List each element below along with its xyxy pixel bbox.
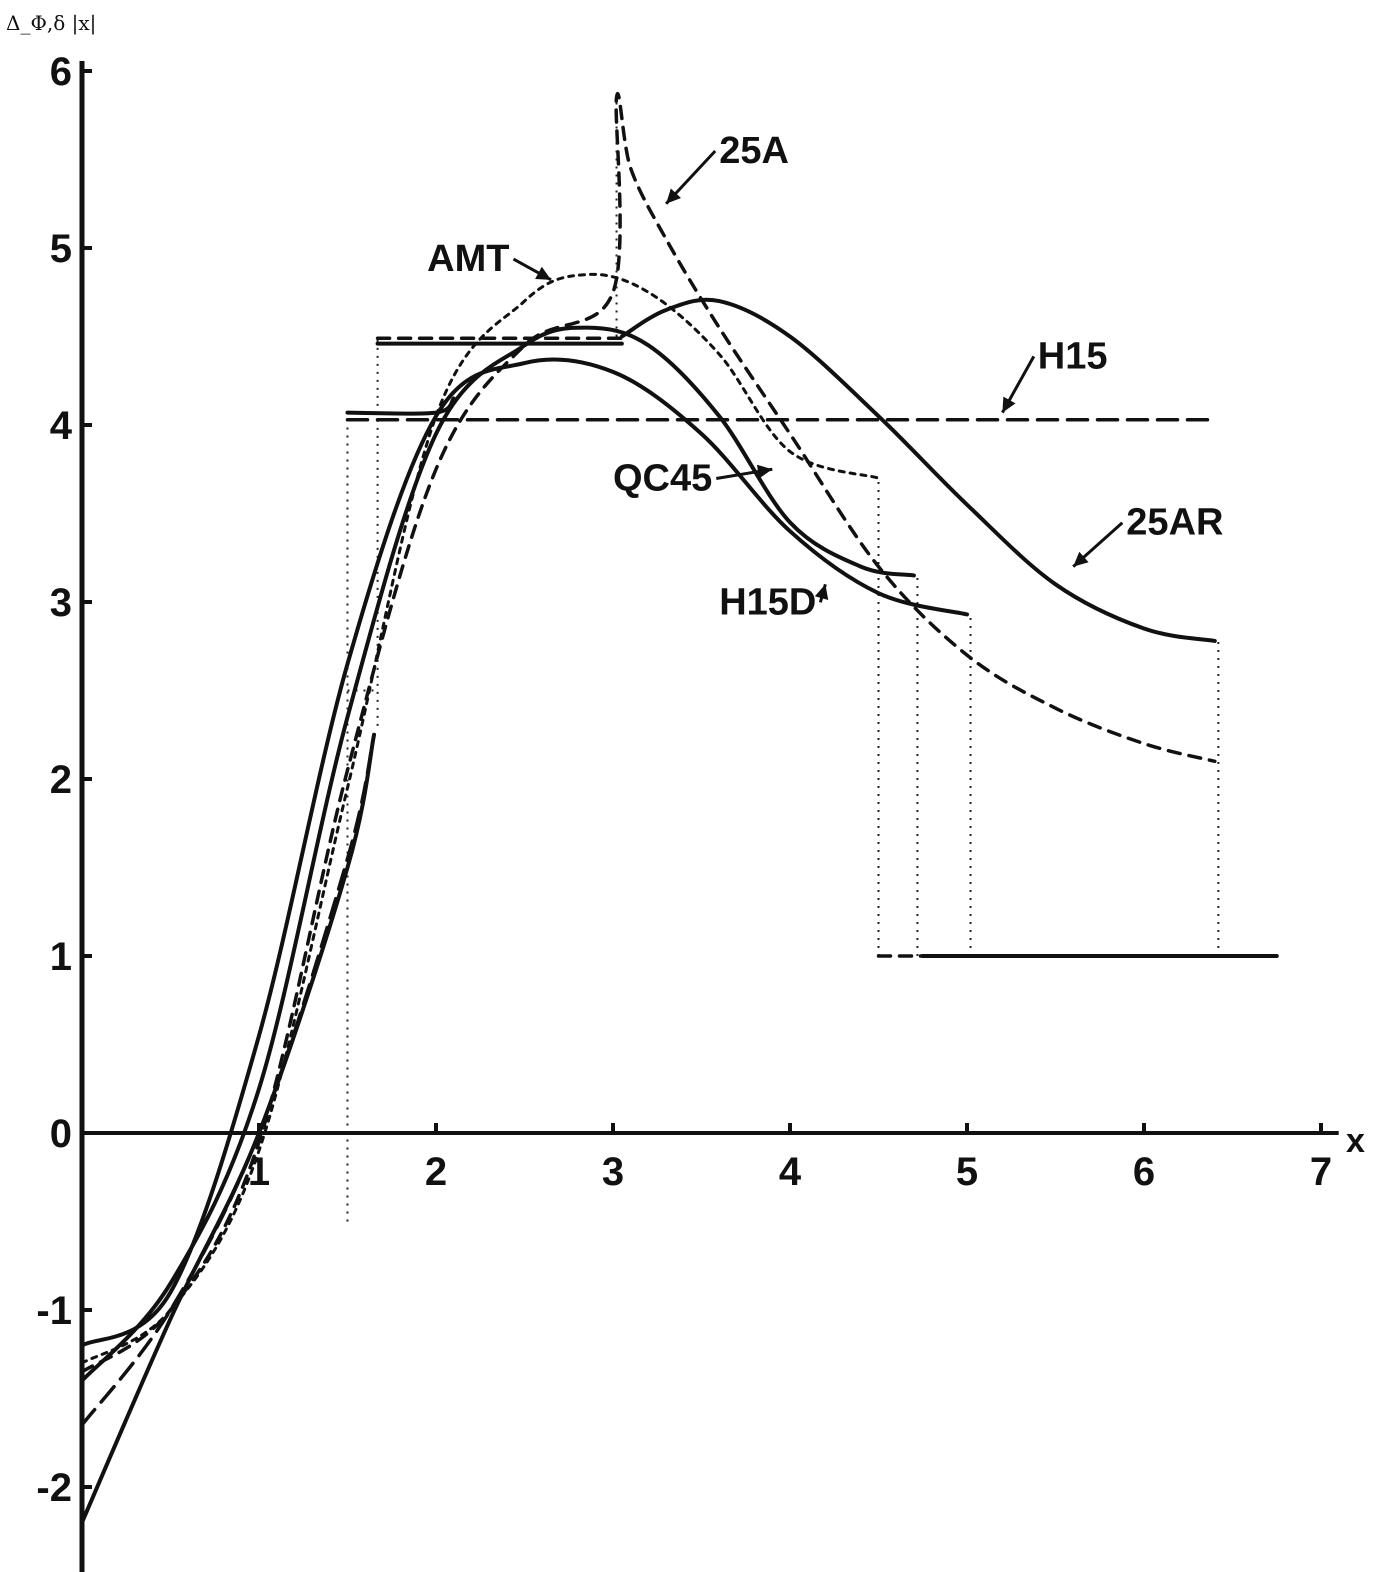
y-tick-label: 3	[50, 581, 72, 625]
arrowhead-qc45	[756, 464, 773, 479]
series-lines	[80, 92, 1279, 1525]
arrowhead-25ar	[1073, 551, 1089, 567]
x-tick-label: 5	[956, 1150, 978, 1194]
y-tick-label: -1	[36, 1289, 72, 1333]
label-h15: H15	[1038, 335, 1108, 377]
x-tick-label: 6	[1133, 1150, 1155, 1194]
x-axis-label: x	[1346, 1122, 1365, 1160]
series-25ar	[80, 732, 377, 1525]
series-h15d	[80, 357, 969, 1348]
dotted-guides	[346, 97, 1220, 1222]
axes: 6 5 4 3 2 1 0 -1 -2 1 2 3 4 5 6 7	[36, 50, 1339, 1572]
y-axis-label: Δ_Φ,δ |x|	[6, 11, 96, 36]
label-qc45: QC45	[613, 457, 712, 499]
x-tick-label: 3	[602, 1150, 624, 1194]
label-25a: 25A	[719, 130, 789, 172]
x-tick-label: 7	[1310, 1150, 1332, 1194]
curve-labels: 25A AMT H15 QC45 25AR H15D	[427, 130, 1223, 623]
y-tick-label: 1	[50, 935, 72, 979]
arrowhead-25a	[666, 188, 682, 204]
label-amt: AMT	[427, 238, 509, 280]
y-tick-label: 2	[50, 758, 72, 802]
series-qc45	[80, 325, 916, 1383]
label-25ar: 25AR	[1126, 502, 1223, 544]
x-tick-label: 1	[248, 1150, 270, 1194]
label-h15d: H15D	[719, 581, 816, 623]
arrowhead-h15d	[814, 584, 829, 601]
y-tick-label: 5	[50, 227, 72, 271]
y-tick-label: -2	[36, 1466, 72, 1510]
series-step-h15d	[345, 396, 456, 416]
arrowhead-h15	[1002, 396, 1016, 413]
y-tick-label: 6	[50, 50, 72, 94]
arrowhead-amt	[535, 266, 552, 280]
x-tick-label: 4	[779, 1150, 802, 1194]
y-tick-label: 0	[50, 1112, 72, 1156]
series-25ar-upper	[619, 297, 1217, 643]
series-amt	[80, 272, 880, 1365]
y-tick-label: 4	[50, 404, 73, 448]
series-25a	[80, 92, 1217, 1374]
x-tick-label: 2	[425, 1150, 447, 1194]
